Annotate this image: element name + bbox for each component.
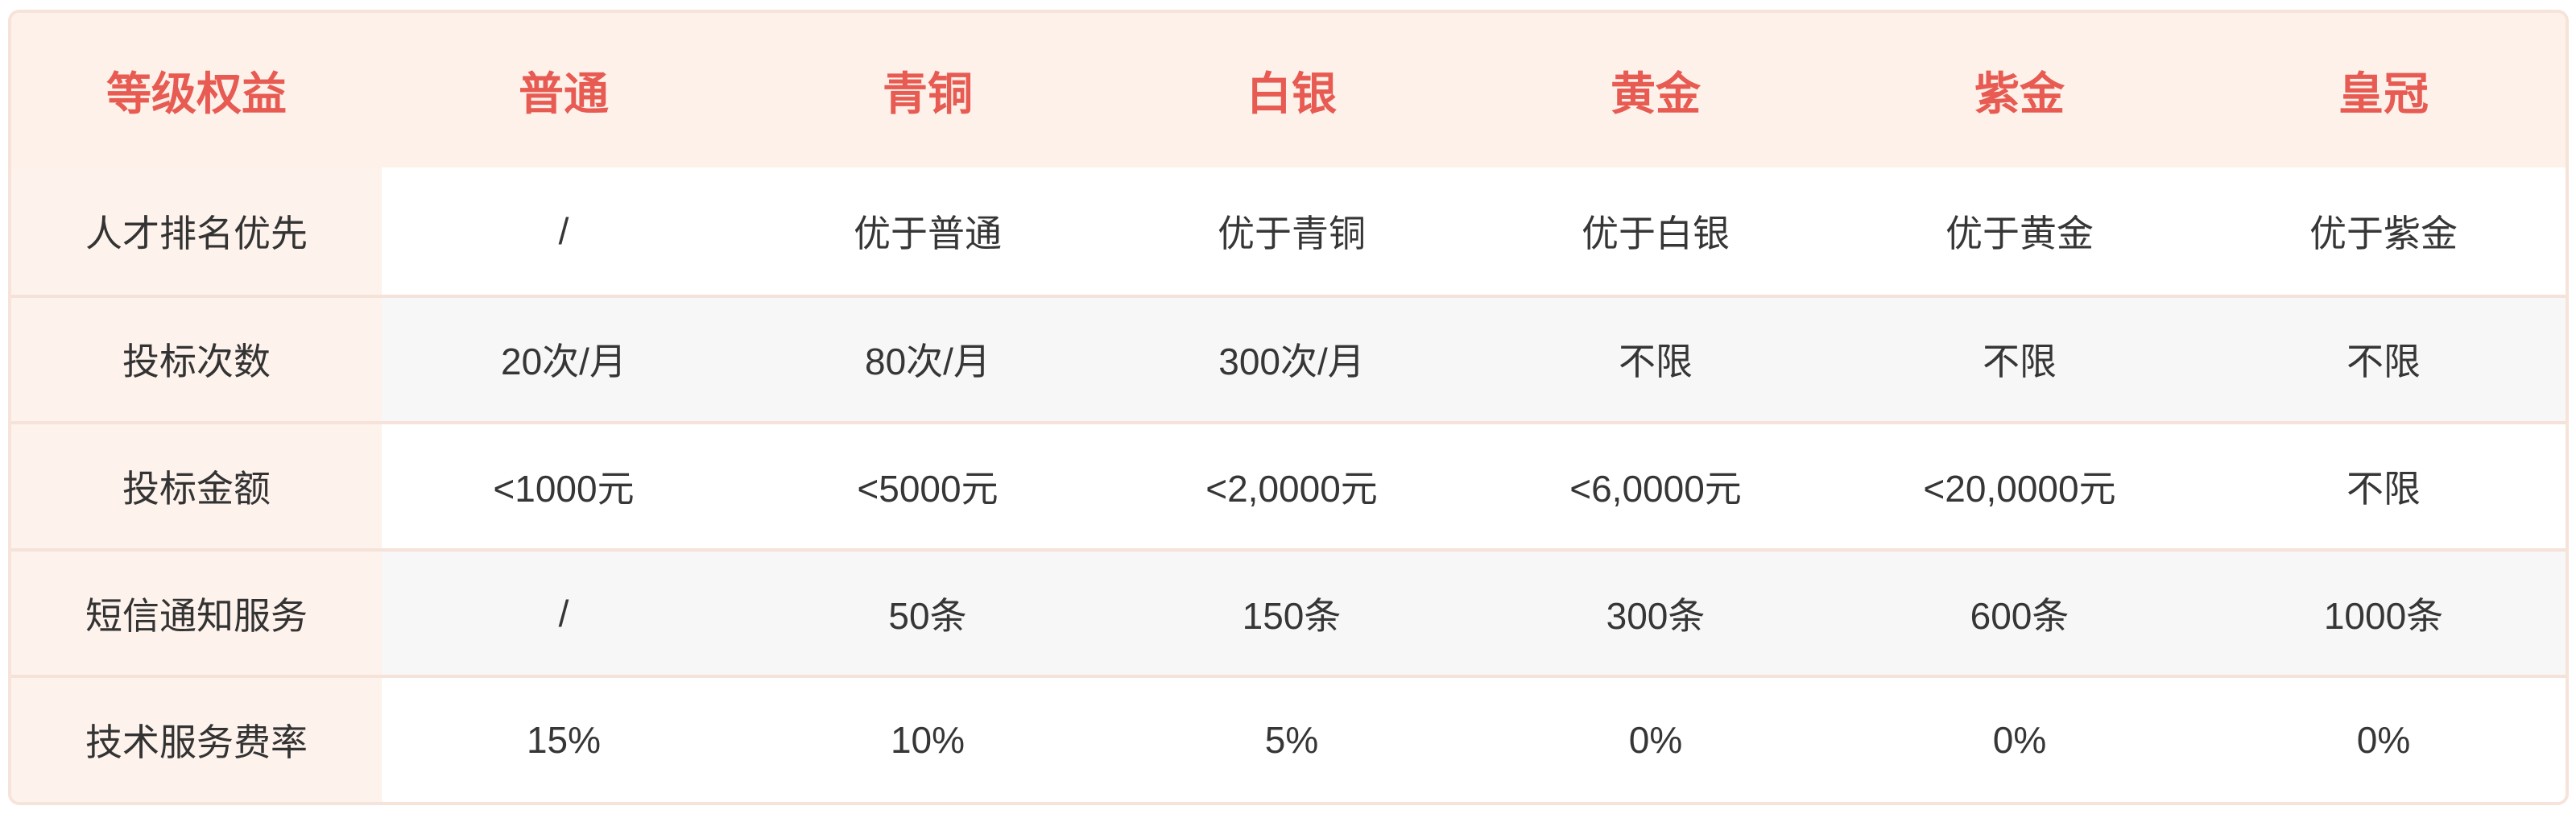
table-cell: <6,0000元 — [1474, 421, 1838, 548]
column-header-benefits: 等级权益 — [11, 13, 382, 167]
table-cell: 优于白银 — [1474, 167, 1838, 295]
table-cell: 1000条 — [2202, 547, 2566, 676]
table-cell: 不限 — [2202, 294, 2566, 422]
membership-tier-benefits-table: 等级权益 普通 青铜 白银 黄金 紫金 皇冠 人才排名优先 / 优于普通 优于青… — [8, 10, 2569, 805]
table-cell: <2,0000元 — [1110, 421, 1474, 548]
table-cell: / — [382, 167, 746, 295]
benefits-grid: 等级权益 普通 青铜 白银 黄金 紫金 皇冠 人才排名优先 / 优于普通 优于青… — [11, 13, 2566, 802]
column-header-tier-gold: 黄金 — [1474, 13, 1838, 167]
table-cell: <5000元 — [746, 421, 1110, 548]
table-cell: 50条 — [746, 547, 1110, 676]
column-header-tier-purple-gold: 紫金 — [1838, 13, 2202, 167]
table-cell: 10% — [746, 675, 1110, 802]
row-label: 技术服务费率 — [11, 675, 382, 802]
table-cell: 150条 — [1110, 547, 1474, 676]
row-label: 投标次数 — [11, 294, 382, 422]
table-cell: 不限 — [1838, 294, 2202, 422]
table-cell: 300条 — [1474, 547, 1838, 676]
row-label: 短信通知服务 — [11, 547, 382, 676]
table-cell: 优于普通 — [746, 167, 1110, 295]
table-cell: 优于紫金 — [2202, 167, 2566, 295]
table-cell: 20次/月 — [382, 294, 746, 422]
row-label: 投标金额 — [11, 421, 382, 548]
table-cell: 0% — [2202, 675, 2566, 802]
table-cell: 80次/月 — [746, 294, 1110, 422]
row-label: 人才排名优先 — [11, 167, 382, 295]
table-cell: <20,0000元 — [1838, 421, 2202, 548]
table-cell: / — [382, 547, 746, 676]
table-cell: 优于青铜 — [1110, 167, 1474, 295]
column-header-tier-silver: 白银 — [1110, 13, 1474, 167]
table-cell: 600条 — [1838, 547, 2202, 676]
table-cell: 300次/月 — [1110, 294, 1474, 422]
column-header-tier-bronze: 青铜 — [746, 13, 1110, 167]
table-cell: <1000元 — [382, 421, 746, 548]
table-cell: 不限 — [2202, 421, 2566, 548]
column-header-tier-normal: 普通 — [382, 13, 746, 167]
table-cell: 不限 — [1474, 294, 1838, 422]
column-header-tier-crown: 皇冠 — [2202, 13, 2566, 167]
table-cell: 优于黄金 — [1838, 167, 2202, 295]
table-cell: 15% — [382, 675, 746, 802]
table-cell: 0% — [1474, 675, 1838, 802]
table-cell: 0% — [1838, 675, 2202, 802]
table-cell: 5% — [1110, 675, 1474, 802]
